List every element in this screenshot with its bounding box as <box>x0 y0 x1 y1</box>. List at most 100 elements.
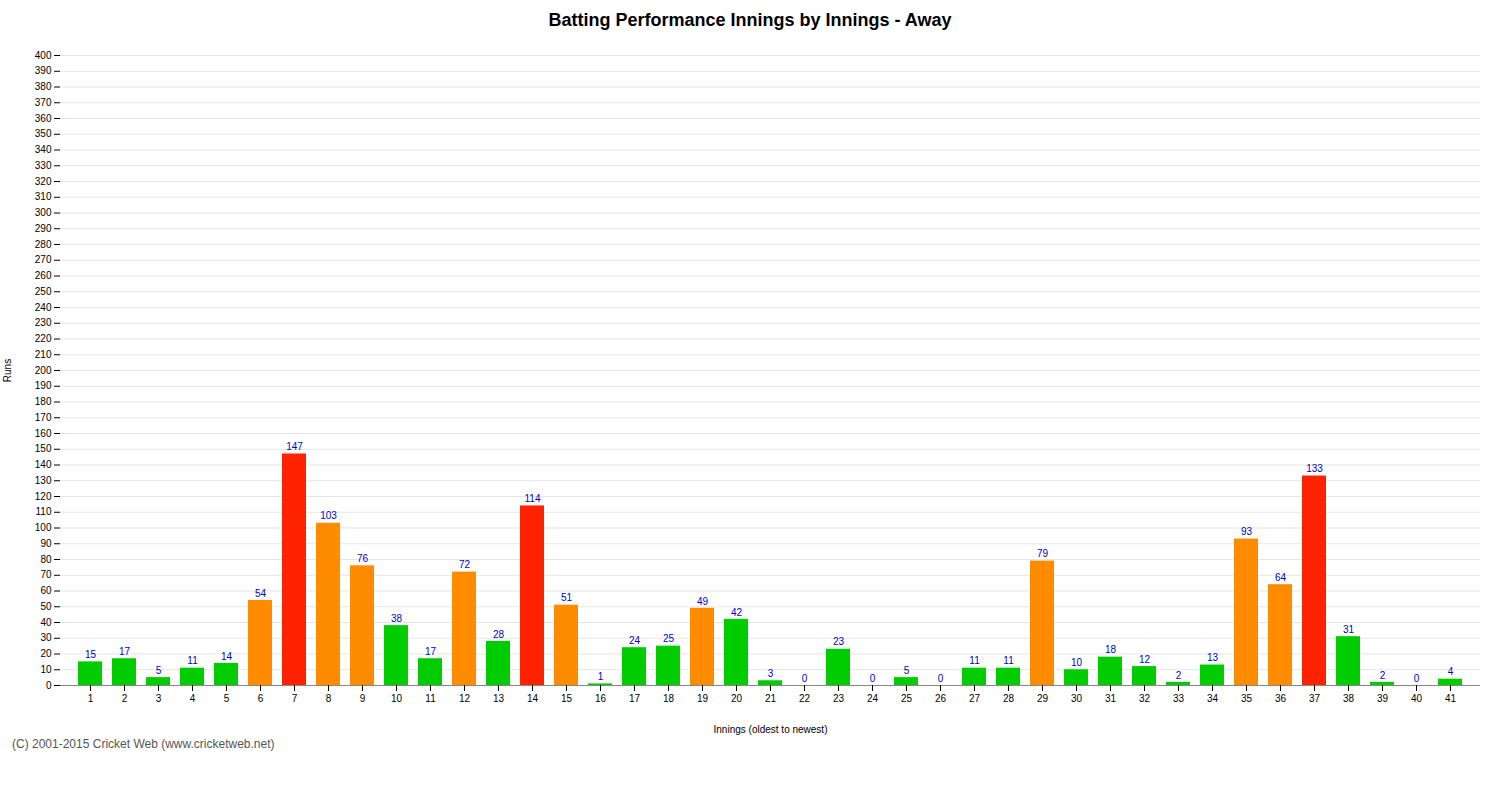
svg-text:38: 38 <box>391 613 403 624</box>
svg-text:39: 39 <box>1377 693 1389 704</box>
svg-text:72: 72 <box>459 559 471 570</box>
svg-text:41: 41 <box>1445 693 1457 704</box>
svg-text:17: 17 <box>629 693 641 704</box>
svg-text:14: 14 <box>221 651 233 662</box>
svg-text:2: 2 <box>1380 670 1386 681</box>
svg-text:6: 6 <box>258 693 264 704</box>
svg-text:1: 1 <box>598 671 604 682</box>
svg-text:110: 110 <box>36 506 52 517</box>
svg-text:40: 40 <box>40 617 52 628</box>
svg-text:18: 18 <box>1105 644 1117 655</box>
svg-text:7: 7 <box>292 693 298 704</box>
svg-text:370: 370 <box>35 97 52 108</box>
svg-text:17: 17 <box>119 646 131 657</box>
svg-text:390: 390 <box>35 65 52 76</box>
svg-text:34: 34 <box>1207 693 1219 704</box>
svg-text:26: 26 <box>935 693 947 704</box>
svg-text:140: 140 <box>35 459 52 470</box>
svg-text:2: 2 <box>1176 670 1182 681</box>
svg-text:60: 60 <box>40 585 52 596</box>
svg-text:11: 11 <box>969 655 980 666</box>
svg-text:0: 0 <box>46 680 52 691</box>
svg-text:3: 3 <box>156 693 162 704</box>
svg-text:90: 90 <box>40 538 52 549</box>
svg-text:79: 79 <box>1037 548 1049 559</box>
svg-text:30: 30 <box>1071 693 1083 704</box>
svg-text:28: 28 <box>493 629 505 640</box>
svg-text:11: 11 <box>1003 655 1014 666</box>
svg-text:350: 350 <box>35 128 52 139</box>
svg-text:50: 50 <box>40 601 52 612</box>
svg-text:5: 5 <box>224 693 230 704</box>
svg-text:130: 130 <box>35 475 52 486</box>
svg-text:23: 23 <box>833 693 845 704</box>
svg-text:0: 0 <box>870 673 876 684</box>
svg-text:150: 150 <box>35 443 52 454</box>
svg-text:28: 28 <box>1003 693 1015 704</box>
svg-text:23: 23 <box>833 636 845 647</box>
svg-text:200: 200 <box>35 365 52 376</box>
svg-text:320: 320 <box>35 176 52 187</box>
svg-text:8: 8 <box>326 693 332 704</box>
svg-text:36: 36 <box>1275 693 1287 704</box>
svg-text:4: 4 <box>190 693 196 704</box>
svg-text:240: 240 <box>35 302 52 313</box>
svg-text:4: 4 <box>1448 666 1454 677</box>
svg-text:31: 31 <box>1343 624 1355 635</box>
svg-text:360: 360 <box>35 113 52 124</box>
svg-text:42: 42 <box>731 607 743 618</box>
svg-text:230: 230 <box>35 317 52 328</box>
svg-text:27: 27 <box>969 693 981 704</box>
svg-text:114: 114 <box>525 493 541 504</box>
svg-text:25: 25 <box>663 633 675 644</box>
svg-text:270: 270 <box>35 254 52 265</box>
svg-text:3: 3 <box>768 668 774 679</box>
svg-text:93: 93 <box>1241 526 1253 537</box>
svg-text:5: 5 <box>904 665 910 676</box>
svg-text:24: 24 <box>629 635 641 646</box>
svg-text:10: 10 <box>40 664 52 675</box>
svg-text:250: 250 <box>35 286 52 297</box>
svg-text:120: 120 <box>35 491 52 502</box>
svg-text:21: 21 <box>765 693 777 704</box>
svg-text:10: 10 <box>1071 657 1083 668</box>
svg-text:160: 160 <box>35 428 52 439</box>
svg-text:18: 18 <box>663 693 675 704</box>
svg-text:5: 5 <box>156 665 162 676</box>
svg-text:19: 19 <box>697 693 709 704</box>
svg-text:290: 290 <box>35 223 52 234</box>
svg-text:16: 16 <box>595 693 607 704</box>
svg-text:25: 25 <box>901 693 913 704</box>
svg-text:29: 29 <box>1037 693 1049 704</box>
svg-text:11: 11 <box>425 693 436 704</box>
svg-text:17: 17 <box>425 646 437 657</box>
svg-text:35: 35 <box>1241 693 1253 704</box>
svg-text:15: 15 <box>85 649 97 660</box>
svg-text:31: 31 <box>1105 693 1117 704</box>
svg-text:170: 170 <box>35 412 52 423</box>
svg-text:49: 49 <box>697 596 709 607</box>
svg-text:280: 280 <box>35 239 52 250</box>
svg-text:70: 70 <box>40 569 52 580</box>
svg-text:133: 133 <box>1306 463 1323 474</box>
svg-text:14: 14 <box>527 693 539 704</box>
svg-text:80: 80 <box>40 554 52 565</box>
svg-text:40: 40 <box>1411 693 1423 704</box>
svg-text:147: 147 <box>286 441 303 452</box>
svg-text:400: 400 <box>35 50 52 61</box>
svg-text:260: 260 <box>35 270 52 281</box>
svg-text:310: 310 <box>35 191 52 202</box>
svg-text:38: 38 <box>1343 693 1355 704</box>
svg-text:32: 32 <box>1139 693 1151 704</box>
svg-text:15: 15 <box>561 693 573 704</box>
svg-text:24: 24 <box>867 693 879 704</box>
svg-text:100: 100 <box>35 522 52 533</box>
svg-text:64: 64 <box>1275 572 1287 583</box>
svg-text:20: 20 <box>40 648 52 659</box>
svg-text:Innings (oldest to newest): Innings (oldest to newest) <box>714 724 828 735</box>
svg-text:30: 30 <box>40 632 52 643</box>
svg-text:13: 13 <box>1207 652 1219 663</box>
svg-text:330: 330 <box>35 160 52 171</box>
svg-text:33: 33 <box>1173 693 1185 704</box>
svg-text:380: 380 <box>35 81 52 92</box>
